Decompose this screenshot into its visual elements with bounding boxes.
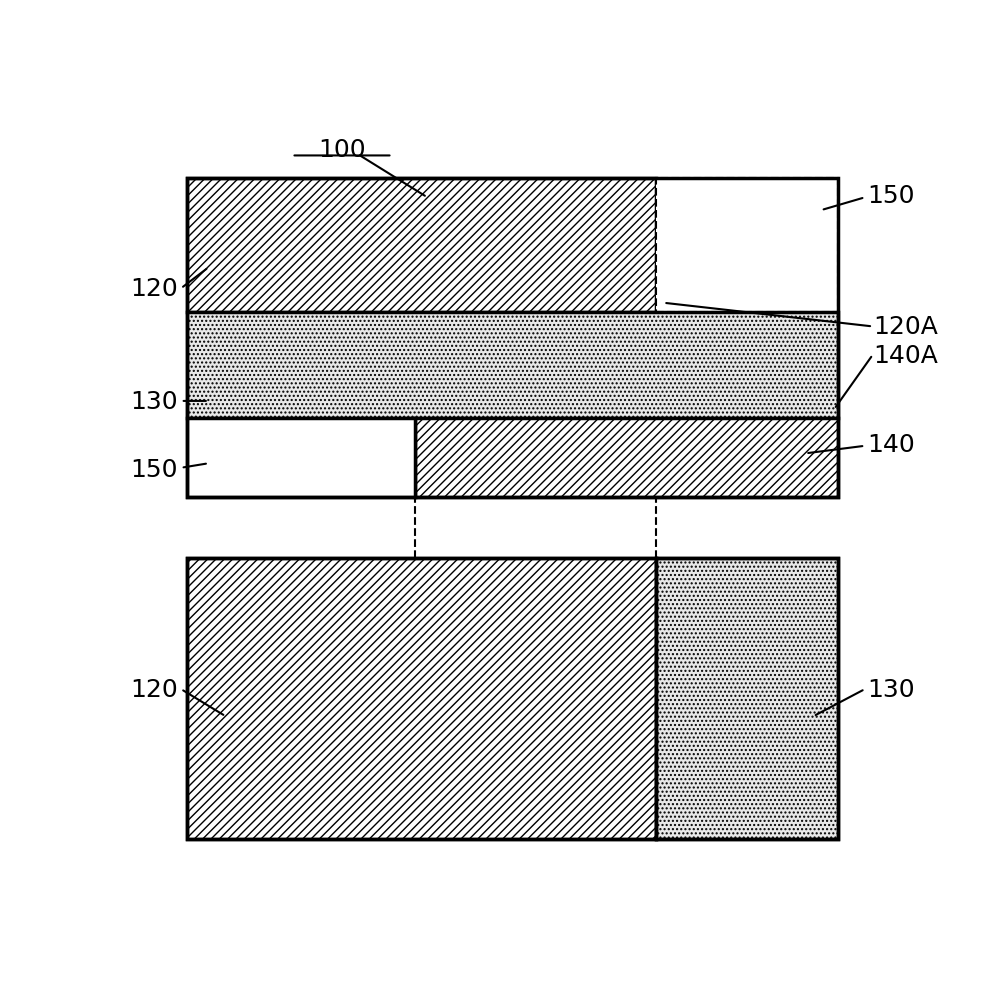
Text: 120: 120	[131, 277, 178, 301]
Text: 100: 100	[318, 138, 366, 162]
Text: 140: 140	[867, 433, 915, 457]
Bar	[187, 179, 838, 498]
Bar	[656, 179, 838, 313]
Bar	[187, 559, 838, 840]
Text: 150: 150	[131, 458, 178, 482]
Text: 130: 130	[867, 677, 915, 701]
Bar	[656, 559, 838, 840]
Text: 140A: 140A	[873, 343, 938, 367]
Bar	[187, 179, 656, 313]
Bar	[187, 418, 415, 498]
Text: 120A: 120A	[873, 316, 938, 339]
Text: 130: 130	[131, 389, 178, 413]
Bar	[415, 418, 838, 498]
Bar	[187, 559, 656, 840]
Bar	[187, 313, 838, 418]
Text: 120: 120	[131, 677, 178, 701]
Text: 150: 150	[867, 183, 915, 208]
